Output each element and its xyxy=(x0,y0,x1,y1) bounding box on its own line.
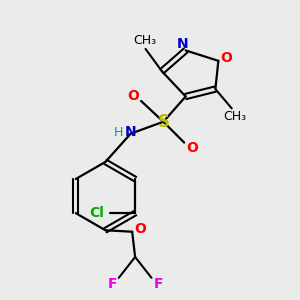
Text: N: N xyxy=(125,125,136,139)
Text: S: S xyxy=(158,113,169,131)
Text: F: F xyxy=(107,277,117,291)
Text: O: O xyxy=(127,88,139,103)
Text: CH₃: CH₃ xyxy=(223,110,246,123)
Text: H: H xyxy=(113,126,123,139)
Text: N: N xyxy=(177,37,188,51)
Text: O: O xyxy=(187,141,198,155)
Text: Cl: Cl xyxy=(89,206,104,220)
Text: O: O xyxy=(135,222,146,236)
Text: CH₃: CH₃ xyxy=(134,34,157,47)
Text: F: F xyxy=(153,277,163,291)
Text: O: O xyxy=(221,51,232,65)
